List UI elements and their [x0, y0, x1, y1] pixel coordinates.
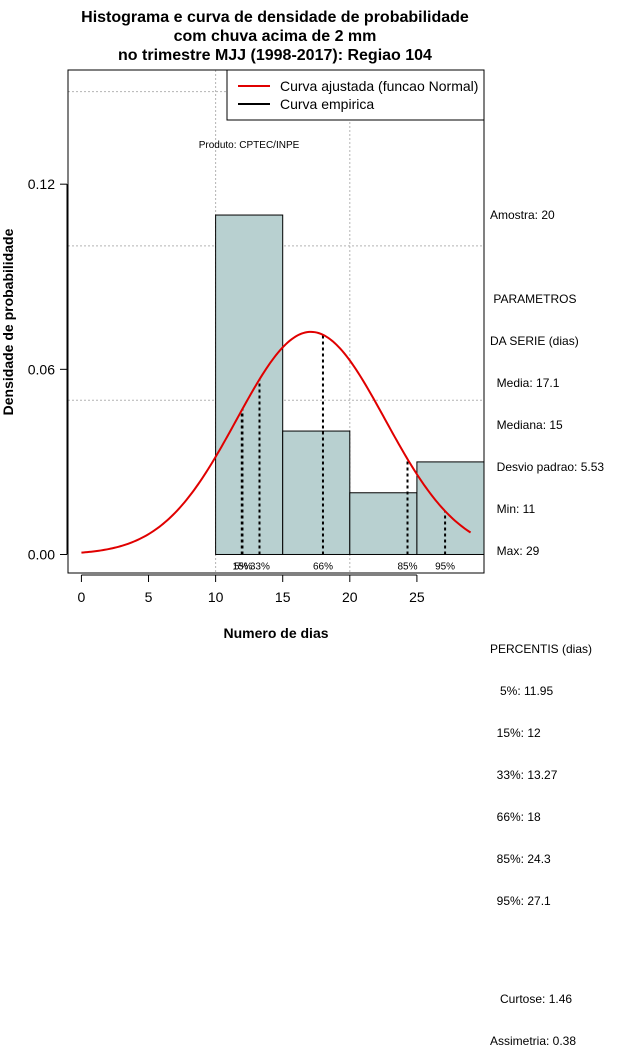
x-axis-title: Numero de dias: [223, 625, 328, 641]
y-tick-label: 0.06: [28, 361, 55, 377]
sample-size: Amostra: 20: [490, 208, 555, 222]
legend-label-empirical: Curva empirica: [280, 96, 374, 112]
percentile-5: 5%: 11.95: [490, 684, 554, 698]
histogram-bar-3: [349, 492, 418, 555]
histogram-bars: [215, 214, 485, 555]
parameter-std-dev: Desvio padrao: 5.53: [490, 460, 605, 474]
skewness: Assimetria: 0.38: [490, 1034, 577, 1048]
y-axis-title: Densidade de probabilidade: [0, 228, 16, 415]
chart-title-line-2: com chuva acima de 2 mm: [174, 28, 377, 45]
statistics-panel: Amostra: 20 PARAMETROS DA SERIE (dias) M…: [490, 180, 604, 1062]
percentile-33: 33%: 13.27: [490, 768, 558, 782]
percentile-15: 15%: 12: [490, 726, 541, 740]
percentile-label-66: 66%: [313, 561, 333, 572]
percentiles-title: PERCENTIS (dias): [490, 642, 593, 656]
x-tick-label: 25: [409, 589, 425, 605]
parameter-min: Min: 11: [490, 502, 536, 516]
x-tick-label: 15: [275, 589, 291, 605]
legend-box: [226, 69, 485, 121]
percentile-label-33: 33%: [250, 561, 270, 572]
y-axis: 0.00 0.06 0.12: [28, 176, 68, 562]
chart-title-line-1: Histograma e curva de densidade de proba…: [81, 9, 469, 26]
y-tick-label: 0.12: [28, 176, 55, 192]
normal-fit-curve: [81, 330, 472, 554]
parameter-max: Max: 29: [490, 544, 540, 558]
percentile-85: 85%: 24.3: [490, 852, 551, 866]
legend-label-fitted: Curva ajustada (funcao Normal): [280, 78, 478, 94]
histogram-bar-4: [416, 461, 485, 555]
histogram-bar-1: [215, 214, 284, 555]
parameter-median: Mediana: 15: [490, 418, 563, 432]
percentile-lines: 5%15%33% 66% 85% 95%: [232, 334, 455, 572]
chart-title-line-3: no trimestre MJJ (1998-2017): Regiao 104: [118, 47, 432, 64]
histogram-chart: Histograma e curva de densidade de proba…: [0, 9, 485, 641]
percentile-label-5: 5%: [234, 561, 249, 572]
percentile-label-95: 95%: [435, 561, 455, 572]
percentile-66: 66%: 18: [490, 810, 541, 824]
percentile-95: 95%: 27.1: [490, 894, 551, 908]
x-axis: 0 5 10 15 20 25: [78, 574, 425, 605]
x-tick-label: 20: [342, 589, 358, 605]
parameter-mean: Media: 17.1: [490, 376, 560, 390]
parameters-subtitle: DA SERIE (dias): [490, 334, 579, 348]
histogram-bar-2: [282, 430, 351, 555]
parameters-title: PARAMETROS: [490, 292, 577, 306]
legend: Curva ajustada (funcao Normal) Curva emp…: [226, 69, 485, 121]
percentile-label-85: 85%: [398, 561, 418, 572]
x-tick-label: 5: [145, 589, 153, 605]
x-tick-label: 10: [208, 589, 224, 605]
y-tick-label: 0.00: [28, 546, 55, 562]
normal-curve-layer: [81, 330, 472, 554]
kurtosis: Curtose: 1.46: [490, 992, 573, 1006]
x-tick-label: 0: [78, 589, 86, 605]
percentile-label-15: 15%: [232, 561, 252, 572]
product-annotation: Produto: CPTEC/INPE: [199, 140, 300, 151]
